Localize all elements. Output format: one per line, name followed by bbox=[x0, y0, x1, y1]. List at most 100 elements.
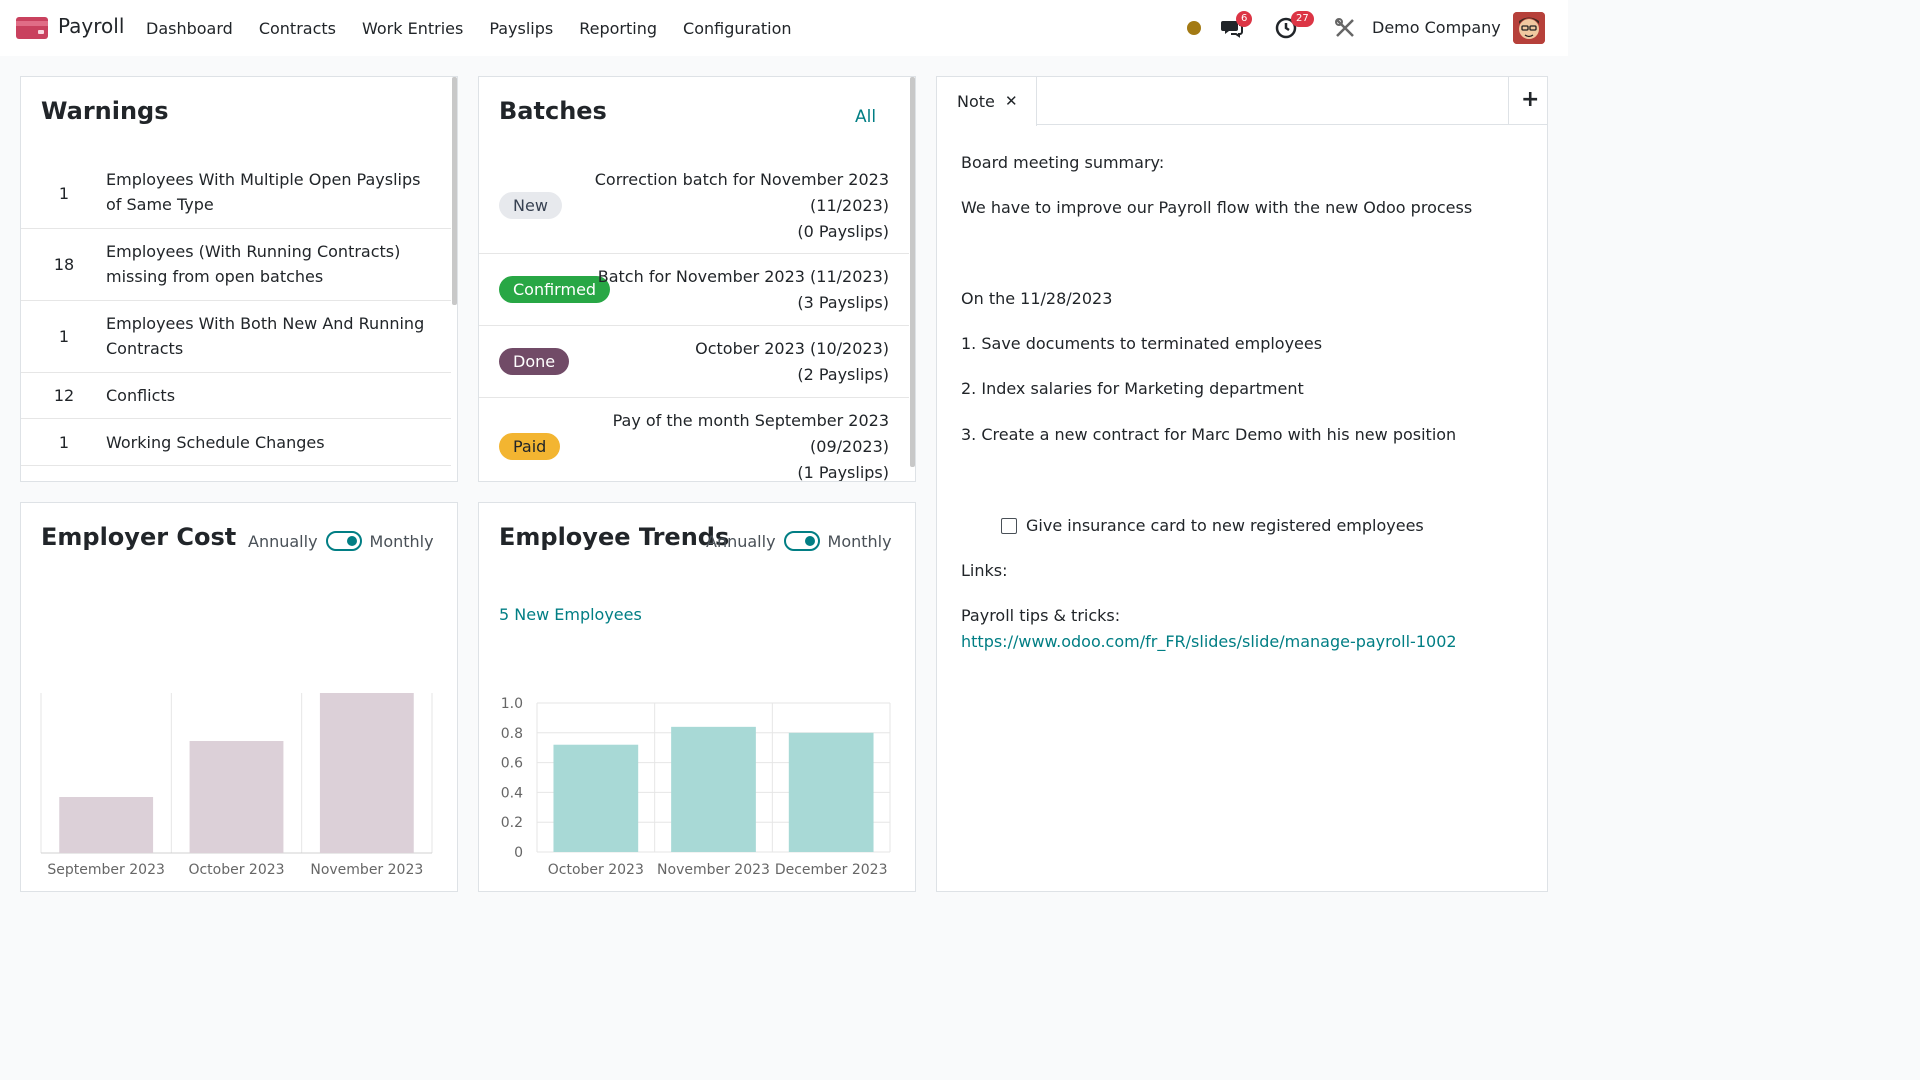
employer-cost-title: Employer Cost bbox=[41, 523, 237, 551]
note-line: We have to improve our Payroll flow with… bbox=[961, 198, 1473, 217]
warning-count: 18 bbox=[53, 255, 75, 274]
debug-tools-icon[interactable] bbox=[1333, 16, 1357, 40]
warning-label: Employees With Multiple Open Payslips of… bbox=[106, 170, 421, 214]
annually-label: Annually bbox=[248, 531, 318, 551]
batch-row[interactable]: Done October 2023 (10/2023) (2 Payslips) bbox=[479, 326, 909, 398]
employer-cost-chart: September 2023 October 2023 November 2023 bbox=[40, 693, 433, 878]
activities-clock-icon[interactable]: 27 bbox=[1275, 11, 1314, 40]
switch-knob bbox=[346, 536, 357, 546]
note-tab-label: Note bbox=[957, 92, 995, 111]
employee-trends-title: Employee Trends bbox=[499, 523, 730, 551]
warnings-title: Warnings bbox=[41, 97, 169, 125]
warning-label: Working Schedule Changes bbox=[106, 433, 325, 452]
x-tick-label: October 2023 bbox=[548, 862, 644, 878]
main-menu: Dashboard Contracts Work Entries Payslip… bbox=[146, 0, 818, 56]
batches-all-link[interactable]: All bbox=[855, 107, 877, 127]
menu-configuration[interactable]: Configuration bbox=[683, 18, 792, 38]
warnings-scrollbar[interactable] bbox=[452, 77, 457, 305]
batch-line: Batch for November 2023 (11/2023) bbox=[597, 267, 889, 286]
employee-trends-card: Employee Trends Annually Monthly 5 New E… bbox=[478, 502, 916, 892]
bar bbox=[59, 797, 154, 853]
warning-label: Employees (With Running Contracts) missi… bbox=[106, 242, 401, 286]
batch-description: October 2023 (10/2023) (2 Payslips) bbox=[695, 336, 889, 388]
warning-row[interactable]: 1 Working Schedule Changes bbox=[21, 419, 451, 466]
messages-badge: 6 bbox=[1236, 11, 1253, 27]
bar bbox=[788, 732, 874, 852]
warning-row[interactable]: 1 Employees With Multiple Open Payslips … bbox=[21, 162, 451, 229]
new-employees-link[interactable]: 5 New Employees bbox=[499, 605, 642, 624]
links-label: Links: bbox=[961, 561, 1008, 580]
y-tick-label: 0 bbox=[514, 845, 523, 861]
batch-status-badge: New bbox=[499, 192, 562, 219]
add-note-tab-button[interactable]: + bbox=[1508, 77, 1547, 125]
warning-count: 1 bbox=[58, 327, 70, 346]
activities-badge: 27 bbox=[1291, 11, 1314, 27]
monthly-label: Monthly bbox=[369, 531, 434, 551]
warning-row[interactable]: 1 Employees With Both New And Running Co… bbox=[21, 301, 451, 373]
y-tick-label: 0.6 bbox=[501, 756, 523, 772]
y-tick-label: 0.2 bbox=[501, 815, 523, 831]
batches-title: Batches bbox=[499, 97, 607, 125]
plus-icon: + bbox=[1521, 87, 1540, 112]
batch-status-badge: Done bbox=[499, 348, 570, 375]
tips-label: Payroll tips & tricks: bbox=[961, 606, 1121, 625]
batch-line: (1 Payslips) bbox=[797, 463, 889, 482]
period-switch[interactable] bbox=[783, 531, 820, 551]
bar bbox=[189, 741, 284, 853]
y-tick-label: 1.0 bbox=[501, 696, 523, 712]
top-navbar: Payroll Dashboard Contracts Work Entries… bbox=[0, 0, 1568, 56]
warning-row[interactable]: 12 Conflicts bbox=[21, 373, 451, 419]
employer-cost-period-toggle[interactable]: Annually Monthly bbox=[248, 531, 434, 551]
employee-trends-period-toggle[interactable]: Annually Monthly bbox=[706, 531, 892, 551]
messages-icon[interactable]: 6 bbox=[1220, 11, 1253, 40]
batch-status-badge: Confirmed bbox=[499, 276, 611, 303]
period-switch[interactable] bbox=[325, 531, 362, 551]
menu-work-entries[interactable]: Work Entries bbox=[361, 18, 464, 38]
app-title[interactable]: Payroll bbox=[58, 14, 125, 38]
x-tick-label: November 2023 bbox=[310, 862, 423, 878]
note-line: On the 11/28/2023 bbox=[961, 289, 1113, 308]
batches-card: Batches All New Correction batch for Nov… bbox=[478, 76, 916, 482]
menu-dashboard[interactable]: Dashboard bbox=[146, 18, 233, 38]
warning-count: 1 bbox=[58, 184, 70, 203]
menu-payslips[interactable]: Payslips bbox=[489, 18, 554, 38]
warning-label: Employees With Both New And Running Cont… bbox=[106, 314, 425, 358]
bar bbox=[671, 726, 756, 852]
batch-status-badge: Paid bbox=[499, 433, 561, 460]
warnings-card: Warnings 1 Employees With Multiple Open … bbox=[20, 76, 458, 482]
x-tick-label: October 2023 bbox=[188, 862, 284, 878]
batch-description: Pay of the month September 2023 (09/2023… bbox=[612, 408, 889, 482]
tips-link[interactable]: https://www.odoo.com/fr_FR/slides/slide/… bbox=[961, 632, 1457, 651]
status-dot-icon[interactable] bbox=[1187, 21, 1201, 35]
company-switcher[interactable]: Demo Company bbox=[1372, 18, 1501, 37]
menu-reporting[interactable]: Reporting bbox=[579, 18, 658, 38]
payroll-app-icon[interactable] bbox=[16, 17, 48, 39]
switch-knob bbox=[804, 536, 815, 546]
batch-row[interactable]: New Correction batch for November 2023 (… bbox=[479, 167, 909, 254]
checkbox-label: Give insurance card to new registered em… bbox=[1026, 516, 1424, 535]
batch-line: Pay of the month September 2023 bbox=[612, 411, 889, 430]
checkbox[interactable] bbox=[1001, 517, 1017, 534]
warning-count: 1 bbox=[58, 433, 70, 452]
batch-row[interactable]: Confirmed Batch for November 2023 (11/20… bbox=[479, 254, 909, 326]
user-avatar[interactable] bbox=[1513, 12, 1545, 44]
note-line: 3. Create a new contract for Marc Demo w… bbox=[961, 425, 1457, 444]
batches-scrollbar[interactable] bbox=[910, 77, 915, 467]
warning-row-partial[interactable] bbox=[21, 466, 451, 481]
menu-contracts[interactable]: Contracts bbox=[258, 18, 336, 38]
close-icon[interactable]: ✕ bbox=[1005, 92, 1018, 110]
warning-count: 12 bbox=[53, 386, 75, 405]
note-line: 1. Save documents to terminated employee… bbox=[961, 334, 1323, 353]
note-tab[interactable]: Note ✕ bbox=[937, 77, 1037, 126]
y-tick-label: 0.8 bbox=[501, 726, 523, 742]
batch-row[interactable]: Paid Pay of the month September 2023 (09… bbox=[479, 398, 909, 482]
batch-line: Correction batch for November 2023 bbox=[594, 170, 889, 189]
batch-line: October 2023 (10/2023) bbox=[695, 339, 889, 358]
batch-description: Correction batch for November 2023 (11/2… bbox=[595, 167, 889, 245]
warning-row[interactable]: 18 Employees (With Running Contracts) mi… bbox=[21, 229, 451, 301]
bar bbox=[553, 744, 639, 852]
insurance-checkbox-item[interactable]: Give insurance card to new registered em… bbox=[1001, 516, 1424, 535]
annually-label: Annually bbox=[706, 531, 776, 551]
x-tick-label: December 2023 bbox=[775, 862, 888, 878]
batch-line: (0 Payslips) bbox=[797, 222, 889, 241]
